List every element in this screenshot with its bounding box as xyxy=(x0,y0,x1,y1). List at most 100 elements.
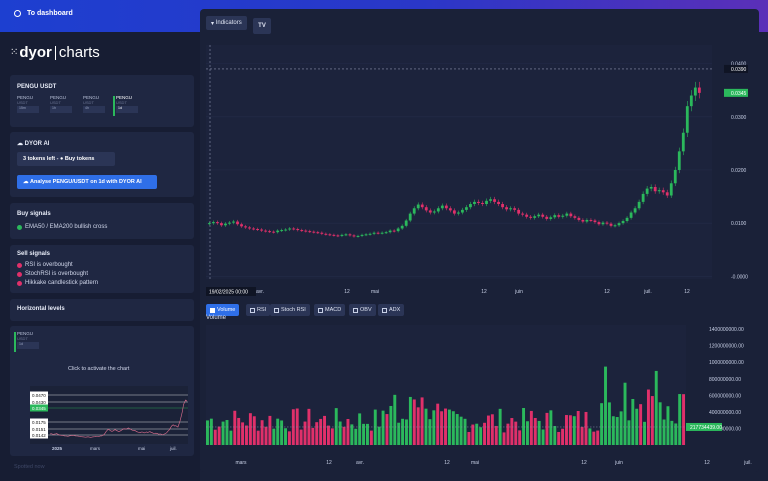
indicator-tab-stoch-rsi[interactable]: Stoch RSI xyxy=(270,304,310,316)
timeframe-option[interactable]: PENGU USDT 4h xyxy=(83,95,113,117)
volume-bar xyxy=(225,420,229,445)
horizontal-levels-panel: Horizontal levels xyxy=(10,299,194,321)
indicators-button[interactable]: ▾ Indicators xyxy=(206,16,247,30)
candle xyxy=(493,199,496,202)
tradingview-logo-icon[interactable]: TV xyxy=(253,18,271,34)
timeframe-option[interactable]: PENGU USDT 15m xyxy=(17,95,47,117)
volume-bar xyxy=(557,431,561,445)
candle xyxy=(505,207,508,210)
timeframe-value: 4h xyxy=(83,106,105,113)
volume-pane-label: Volume xyxy=(206,315,227,321)
volume-y-tick: 1400000000.00 xyxy=(709,327,744,333)
volume-bar xyxy=(529,410,533,445)
indicator-tab-adx[interactable]: ADX xyxy=(378,304,405,316)
volume-bar xyxy=(416,407,420,445)
volume-bar xyxy=(662,419,666,445)
cloud-icon: ☁ xyxy=(17,141,23,147)
candle xyxy=(272,231,276,233)
analyse-ai-button[interactable]: ☁ Analyse PENGU/USDT on 1d with DYOR AI xyxy=(17,175,157,189)
candle xyxy=(244,226,247,228)
volume-bar xyxy=(385,414,389,445)
candle xyxy=(481,202,484,205)
candle xyxy=(400,225,404,229)
indicator-tab-obv[interactable]: OBV xyxy=(349,304,376,316)
candle xyxy=(232,221,235,223)
candle xyxy=(693,87,697,96)
mini-chart-panel[interactable]: PENGU USDT 1d 0.0470 0.0430 0.0345 0.0175 0.… xyxy=(10,326,194,456)
indicator-tab-label: MACD xyxy=(325,307,342,313)
candle xyxy=(452,210,456,214)
mini-level-bg xyxy=(30,404,48,412)
volume-bar xyxy=(678,394,682,445)
volume-x-label: 12 xyxy=(444,460,450,466)
candle xyxy=(625,217,629,222)
candle xyxy=(497,201,500,205)
volume-y-tick: 800000000.00 xyxy=(709,377,741,383)
candle xyxy=(328,234,332,236)
volume-bar xyxy=(311,427,315,445)
candle xyxy=(557,215,561,217)
timeframe-value: 15m xyxy=(17,106,39,113)
mini-x-label: 2025 xyxy=(52,446,63,451)
volume-bar xyxy=(350,424,354,445)
checkbox-icon xyxy=(210,307,215,313)
volume-bar xyxy=(447,409,451,445)
candle xyxy=(444,205,448,209)
volume-bar xyxy=(373,409,377,445)
candle xyxy=(561,215,565,217)
timeframe-quote: USDT xyxy=(17,100,28,105)
sell-signal-item: RSI is overbought xyxy=(17,262,73,268)
volume-bar xyxy=(670,420,674,445)
candle xyxy=(356,235,360,237)
candle xyxy=(380,232,384,234)
timeframe-option[interactable]: PENGU USDT 1d xyxy=(113,95,146,117)
buy-tokens-button[interactable]: 3 tokens left - ● Buy tokens xyxy=(17,152,115,166)
candle xyxy=(553,215,557,218)
candle xyxy=(657,190,661,192)
checkbox-icon xyxy=(274,307,279,313)
candle xyxy=(404,220,408,226)
volume-bar xyxy=(358,413,362,445)
timeframe-option[interactable]: PENGU USDT 1h xyxy=(50,95,80,117)
price-chart[interactable]: 0.0400 0.0300 0.0200 0.0100 -0.0000 0.0390 0.0… xyxy=(200,9,759,299)
candle xyxy=(308,231,312,233)
volume-bar xyxy=(627,420,631,445)
sell-signal-item: Hikkake candlestick pattern xyxy=(17,280,98,286)
volume-x-label: 12 xyxy=(581,460,587,466)
indicator-tab-rsi[interactable]: RSI xyxy=(246,304,271,316)
volume-y-tick: 400000000.00 xyxy=(709,410,741,416)
price-plot-bg xyxy=(206,45,712,279)
dashboard-link[interactable]: To dashboard xyxy=(14,10,73,17)
bearish-dot-icon xyxy=(17,280,22,286)
candle xyxy=(689,95,693,107)
buy-signal-label: EMA50 / EMA200 bullish cross xyxy=(25,224,108,230)
candle xyxy=(521,213,525,215)
mini-level-label: 0.0470 xyxy=(32,393,46,398)
timeframe-quote: USDT xyxy=(50,100,61,105)
price-y-tick: -0.0000 xyxy=(731,274,748,280)
mini-level-bg xyxy=(30,391,48,399)
buy-signals-title: Buy signals xyxy=(17,211,51,217)
volume-bar xyxy=(354,428,358,445)
candle xyxy=(240,224,243,227)
mini-level-label: 0.0345 xyxy=(32,406,46,411)
volume-bar xyxy=(287,431,291,445)
volume-x-label: 12 xyxy=(326,460,332,466)
buy-signal-item: EMA50 / EMA200 bullish cross xyxy=(17,224,107,230)
candle xyxy=(645,188,649,194)
logo-product: charts xyxy=(58,44,100,61)
volume-bar xyxy=(584,411,588,445)
mini-level-bg xyxy=(30,418,48,426)
sell-signal-item: StochRSI is overbought xyxy=(17,271,88,277)
volume-bar xyxy=(674,423,678,445)
volume-bar xyxy=(611,416,615,445)
volume-chart[interactable]: 1400000000.00 1200000000.00 1000000000.00 8… xyxy=(200,319,759,469)
checkbox-icon xyxy=(353,307,358,313)
volume-bar xyxy=(646,389,650,445)
indicator-tab-macd[interactable]: MACD xyxy=(314,304,346,316)
indicator-tab-volume[interactable]: Volume xyxy=(206,304,240,316)
candle xyxy=(673,169,677,184)
volume-bar xyxy=(483,422,486,445)
candle xyxy=(517,209,521,214)
volume-bar xyxy=(650,396,654,445)
